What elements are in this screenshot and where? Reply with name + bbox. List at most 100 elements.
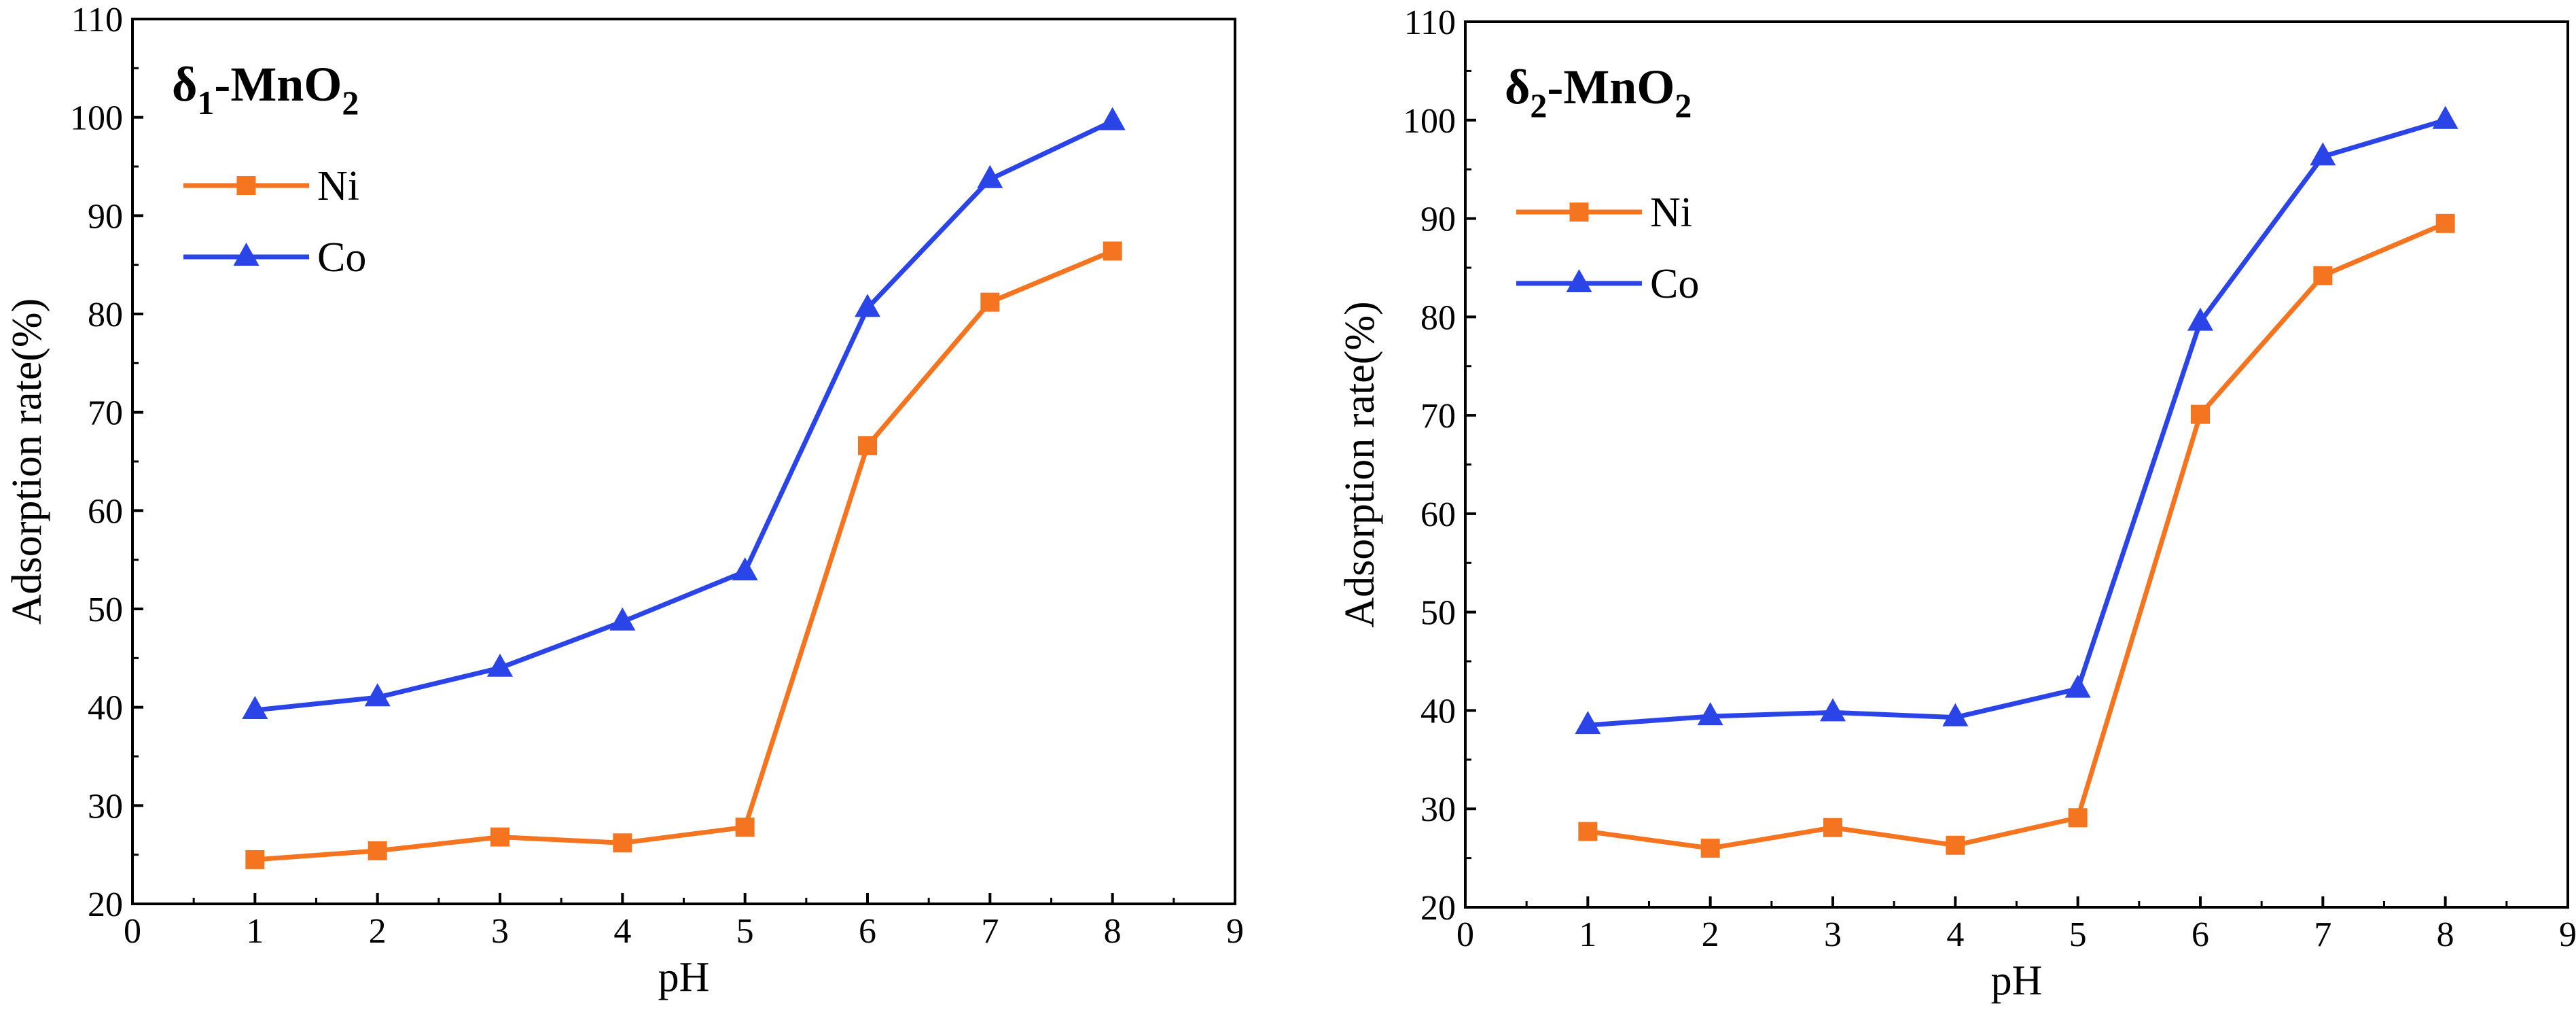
panel-title-middle: -MnO — [1547, 60, 1675, 114]
y-axis-title: Adsorption rate(%) — [1337, 301, 1383, 627]
legend-marker-ni — [236, 176, 256, 195]
y-tick-label: 110 — [1404, 3, 1456, 42]
legend-label-co: Co — [1650, 261, 1699, 307]
data-point-ni — [735, 818, 755, 837]
y-tick-label: 70 — [88, 394, 123, 433]
y-tick-label: 80 — [1420, 298, 1456, 337]
x-tick-label: 2 — [369, 912, 387, 951]
y-tick-label: 30 — [88, 787, 123, 826]
chart-panel-1: 0 1 2 3 4 5 6 7 8 9 20 30 40 50 60 70 80 90 100 110 pH Adsorp… — [4, 1, 1244, 1000]
y-tick-label: 90 — [88, 197, 123, 236]
y-tick-label: 20 — [88, 886, 123, 924]
y-tick-label: 70 — [1420, 397, 1456, 436]
series-line-co — [1588, 118, 2446, 728]
panel-title: δ2-MnO2 — [1505, 60, 1692, 124]
data-point-co — [364, 683, 391, 707]
x-tick-label: 8 — [2437, 915, 2454, 954]
data-point-ni — [980, 292, 1000, 312]
panel-title-suffix_sub: 2 — [1675, 86, 1692, 124]
data-point-ni — [368, 841, 387, 860]
data-point-co — [2310, 142, 2336, 166]
x-tick-label: 1 — [246, 912, 264, 951]
x-tick-label: 8 — [1104, 912, 1122, 951]
y-tick-label: 40 — [1420, 692, 1456, 731]
x-tick-label: 6 — [859, 912, 876, 951]
data-point-ni — [2191, 404, 2210, 424]
data-point-ni — [2435, 213, 2455, 233]
data-point-ni — [245, 849, 265, 869]
data-point-co — [855, 294, 880, 317]
y-tick-label: 60 — [88, 492, 123, 531]
x-tick-label: 5 — [736, 912, 754, 951]
data-point-co — [732, 557, 758, 581]
x-tick-label: 3 — [491, 912, 509, 951]
panel-title-subscript: 1 — [197, 84, 214, 122]
x-tick-label: 7 — [2314, 915, 2331, 954]
x-tick-label: 6 — [2192, 915, 2209, 954]
x-axis-title: pH — [1991, 958, 2043, 1004]
data-point-ni — [2313, 266, 2333, 285]
legend-marker-co — [233, 243, 260, 266]
legend: Ni Co — [183, 163, 366, 281]
data-point-ni — [2068, 808, 2088, 828]
x-tick-label: 9 — [2559, 915, 2576, 954]
data-point-co — [2064, 674, 2091, 698]
x-tick-label: 4 — [1946, 915, 1964, 954]
data-point-co — [2187, 307, 2213, 331]
y-tick-label: 40 — [88, 689, 123, 728]
y-tick-label: 60 — [1420, 495, 1456, 534]
data-point-co — [609, 607, 636, 631]
y-tick-label: 110 — [71, 1, 123, 39]
y-tick-label: 100 — [70, 99, 123, 138]
panel-title-prefix: δ — [172, 57, 197, 111]
x-tick-label: 5 — [2069, 915, 2087, 954]
data-point-co — [242, 696, 268, 720]
data-point-ni — [1823, 818, 1842, 837]
x-tick-label: 1 — [1579, 915, 1596, 954]
legend-marker-co — [1566, 269, 1592, 292]
data-point-ni — [1700, 839, 1720, 858]
panel-title-prefix: δ — [1505, 60, 1530, 114]
data-point-ni — [1578, 822, 1598, 841]
x-tick-label: 9 — [1226, 912, 1244, 951]
legend-label-co: Co — [317, 234, 366, 281]
data-point-co — [977, 164, 1003, 188]
data-point-co — [1697, 702, 1723, 726]
series-line-ni — [1587, 221, 2447, 851]
panel-title-suffix_sub: 2 — [342, 84, 359, 122]
data-point-ni — [490, 827, 509, 847]
panel-title-subscript: 2 — [1530, 86, 1547, 124]
y-tick-label: 50 — [1420, 594, 1456, 633]
legend: Ni Co — [1516, 190, 1699, 307]
y-tick-label: 50 — [88, 591, 123, 629]
plot-frame — [1464, 20, 2569, 909]
y-axis-title: Adsorption rate(%) — [4, 298, 50, 625]
x-tick-label: 4 — [613, 912, 631, 951]
legend-label-ni: Ni — [317, 163, 359, 209]
y-tick-label: 80 — [88, 296, 123, 334]
y-tick-label: 20 — [1420, 889, 1456, 928]
data-point-co — [1942, 703, 1969, 726]
x-tick-label: 0 — [1456, 915, 1474, 954]
legend-label-ni: Ni — [1650, 190, 1692, 236]
data-point-co — [487, 653, 513, 677]
series-line-co — [254, 119, 1114, 713]
x-tick-label: 2 — [1702, 915, 1719, 954]
y-tick-label: 100 — [1403, 102, 1456, 141]
y-tick-label: 90 — [1420, 200, 1456, 239]
data-point-ni — [858, 436, 877, 455]
data-point-co — [1820, 698, 1846, 722]
x-tick-label: 0 — [124, 912, 141, 951]
y-tick-label: 30 — [1420, 790, 1456, 829]
panel-title: δ1-MnO2 — [172, 57, 359, 122]
chart-panel-2: 0 1 2 3 4 5 6 7 8 9 20 30 40 50 60 70 80 90 100 110 pH Adsorp… — [1337, 3, 2576, 1004]
data-point-co — [2432, 105, 2458, 129]
x-tick-label: 3 — [1824, 915, 1842, 954]
x-axis-title: pH — [658, 954, 710, 1000]
data-point-ni — [613, 833, 632, 853]
data-point-co — [1099, 107, 1126, 130]
data-point-ni — [1103, 241, 1122, 261]
legend-marker-ni — [1569, 203, 1589, 222]
data-point-co — [1575, 711, 1601, 735]
